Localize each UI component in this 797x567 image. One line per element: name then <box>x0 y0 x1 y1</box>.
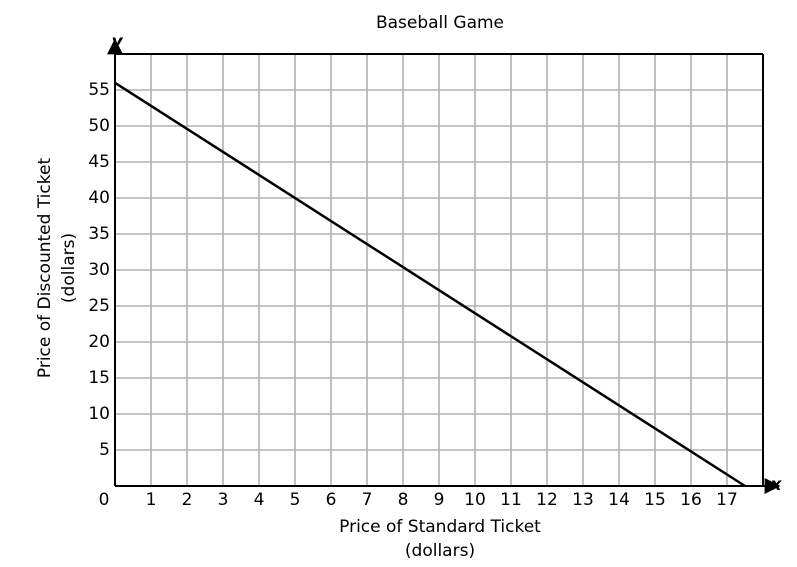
x-tick-label: 8 <box>398 490 409 510</box>
y-tick-label: 10 <box>88 404 110 424</box>
data-line <box>114 81 746 488</box>
x-tick-label: 13 <box>572 490 594 510</box>
x-tick-label: 15 <box>644 490 666 510</box>
x-tick-label: 4 <box>254 490 265 510</box>
y-tick-label: 5 <box>99 440 110 460</box>
x-tick-label: 11 <box>500 490 522 510</box>
y-axis-name: y <box>111 32 123 52</box>
x-tick-label: 10 <box>464 490 486 510</box>
x-tick-label: 2 <box>182 490 193 510</box>
x-tick-label: 12 <box>536 490 558 510</box>
x-tick-label: 14 <box>608 490 630 510</box>
y-tick-label: 45 <box>88 152 110 172</box>
chart-title: Baseball Game <box>376 13 504 33</box>
x-axis-label: (dollars) <box>405 541 475 561</box>
y-tick-label: 25 <box>88 296 110 316</box>
x-tick-label: 16 <box>680 490 702 510</box>
x-tick-label: 7 <box>362 490 373 510</box>
x-tick-label: 6 <box>326 490 337 510</box>
x-tick-label: 9 <box>434 490 445 510</box>
y-tick-label: 55 <box>88 80 110 100</box>
y-axis-label: Price of Discounted Ticket <box>35 158 55 379</box>
y-tick-label: 15 <box>88 368 110 388</box>
y-tick-label: 30 <box>88 260 110 280</box>
x-axis-label: Price of Standard Ticket <box>339 517 541 537</box>
x-tick-label: 0 <box>99 490 110 510</box>
y-axis-label: (dollars) <box>59 233 79 303</box>
y-tick-label: 50 <box>88 116 110 136</box>
y-tick-label: 20 <box>88 332 110 352</box>
x-tick-label: 5 <box>290 490 301 510</box>
x-tick-label: 3 <box>218 490 229 510</box>
x-tick-label: 1 <box>146 490 157 510</box>
y-tick-label: 35 <box>88 224 110 244</box>
x-tick-label: 17 <box>716 490 738 510</box>
y-tick-label: 40 <box>88 188 110 208</box>
